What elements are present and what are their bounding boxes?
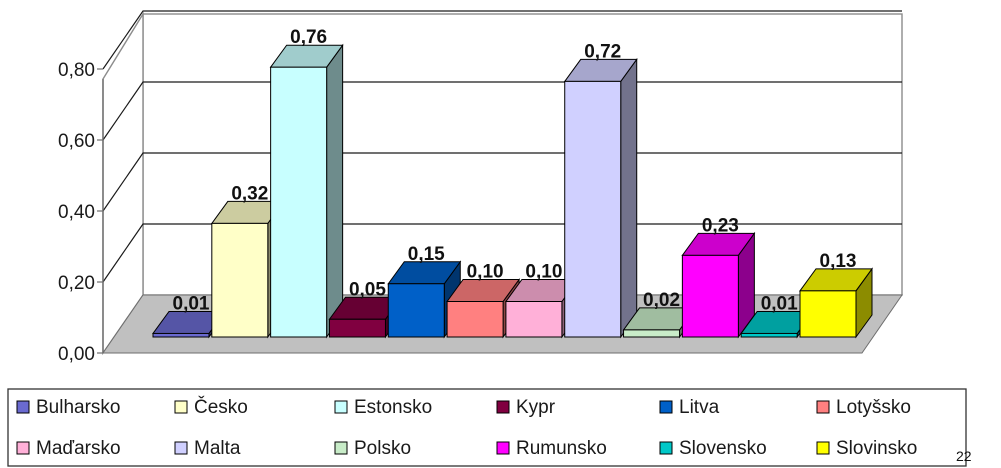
bar-side	[620, 57, 638, 339]
legend-label: Slovinsko	[836, 438, 917, 459]
legend-swatch	[496, 441, 510, 455]
bar-front	[211, 222, 269, 338]
data-label: 0,23	[702, 215, 739, 236]
bar-front	[387, 283, 445, 338]
legend-item-slovensko: Slovensko	[659, 438, 767, 459]
legend-item-slovinsko: Slovinsko	[816, 438, 917, 459]
data-labels: 0,01 0,32 0,76 0,05 0,15 0,10 0,10 0,72 0,02 0,23…	[173, 27, 857, 314]
data-label: 0,13	[820, 251, 857, 272]
legend-label: Malta	[194, 438, 241, 459]
data-label: 0,02	[643, 290, 680, 311]
y-tick-label: 0,80	[58, 60, 95, 81]
y-tick-label: 0,60	[58, 131, 95, 152]
legend-swatch	[496, 400, 510, 414]
bar-front	[740, 332, 798, 338]
bar-side	[326, 43, 344, 339]
legend-swatch	[16, 441, 30, 455]
bar-front	[623, 329, 681, 338]
legend-item-rumunsko: Rumunsko	[496, 438, 607, 459]
legend-item-polsko: Polsko	[334, 438, 411, 459]
legend-item-malta: Malta	[174, 438, 241, 459]
bar-front	[505, 301, 563, 338]
gridline	[102, 81, 902, 141]
legend-item-litva: Litva	[659, 397, 720, 418]
side-wall	[102, 11, 144, 356]
data-label: 0,10	[525, 262, 562, 283]
legend-item-lotyssko: Lotyšsko	[816, 397, 911, 418]
y-tick-label: 0,00	[58, 344, 95, 365]
bar-front	[799, 290, 857, 338]
y-tick-label: 0,20	[58, 273, 95, 294]
legend-item-cesko: Česko	[174, 396, 248, 418]
bar-front	[328, 318, 386, 338]
legend-swatch	[659, 441, 673, 455]
legend-swatch	[816, 400, 830, 414]
bar-estonsko	[269, 43, 344, 339]
data-label: 0,32	[231, 183, 268, 204]
legend-swatch	[816, 441, 830, 455]
legend-item-bulharsko: Bulharsko	[16, 397, 121, 418]
gridline	[102, 223, 902, 283]
legend-label: Estonsko	[354, 397, 432, 418]
legend-label: Polsko	[354, 438, 411, 459]
legend-label: Rumunsko	[516, 438, 607, 459]
bar-front	[564, 80, 622, 338]
y-axis: 0,00 0,20 0,40 0,60 0,80	[58, 60, 104, 365]
legend-label: Kypr	[516, 397, 556, 418]
legend-swatch	[174, 441, 188, 455]
legend-label: Česko	[194, 396, 248, 418]
legend-swatch	[659, 400, 673, 414]
gridlines	[102, 10, 902, 283]
data-label: 0,76	[290, 27, 327, 48]
legend-swatch	[174, 400, 188, 414]
bar-front	[446, 301, 504, 338]
legend: Bulharsko Česko Estonsko Kypr Litva Lotyšsko M…	[7, 388, 967, 467]
legend-item-estonsko: Estonsko	[334, 397, 432, 418]
y-tick-label: 0,40	[58, 202, 95, 223]
legend-label: Lotyšsko	[836, 397, 911, 418]
bar-front	[270, 66, 328, 338]
bar-front	[681, 254, 739, 338]
bar-litva	[387, 260, 462, 339]
gridline	[102, 152, 902, 212]
bar-front	[152, 332, 210, 338]
corner-text: 22	[956, 448, 972, 464]
data-label: 0,15	[408, 244, 445, 265]
legend-label: Maďarsko	[36, 438, 121, 459]
legend-label: Litva	[679, 397, 720, 418]
gridline	[102, 10, 902, 70]
data-label: 0,01	[173, 293, 210, 314]
bar-malta	[563, 57, 638, 339]
legend-label: Slovensko	[679, 438, 767, 459]
legend-item-madarsko: Maďarsko	[16, 438, 121, 459]
bars	[152, 43, 873, 339]
legend-box	[7, 388, 967, 467]
legend-label: Bulharsko	[36, 397, 121, 418]
data-label: 0,72	[584, 41, 621, 62]
legend-swatch	[16, 400, 30, 414]
bar-rumunsko	[681, 231, 756, 339]
legend-swatch	[334, 441, 348, 455]
bar-slovinsko	[799, 267, 873, 339]
data-label: 0,10	[467, 262, 504, 283]
legend-item-kypr: Kypr	[496, 397, 556, 418]
data-label: 0,01	[761, 293, 798, 314]
legend-swatch	[334, 400, 348, 414]
data-label: 0,05	[349, 279, 386, 300]
